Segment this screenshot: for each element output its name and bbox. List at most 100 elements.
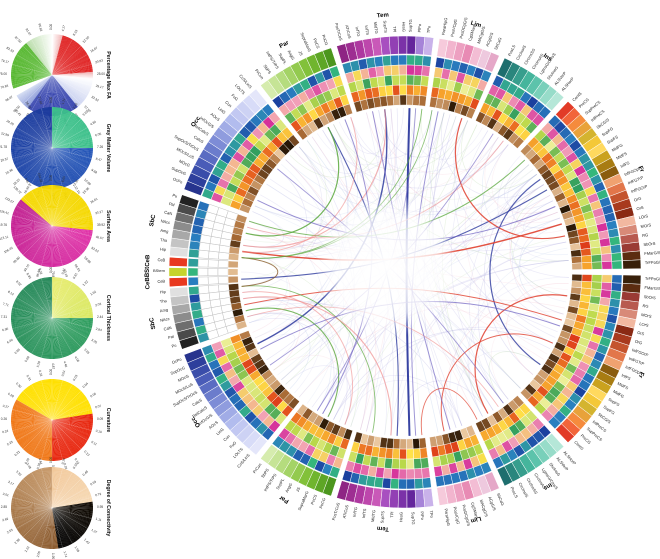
pie-wedge [25, 116, 52, 148]
pie-wedge [14, 301, 52, 318]
sector-label-sbc: SbC [149, 214, 157, 228]
pie-wedge [23, 195, 52, 226]
pie-wedge [15, 400, 52, 420]
pie-wedge [52, 199, 84, 226]
region-label: JS [295, 486, 302, 493]
pie-tick-label: 7.71 [2, 302, 9, 308]
pie-wedge [52, 148, 86, 174]
pie-wedge [24, 148, 52, 180]
pie-wedge [32, 281, 52, 318]
pie-wedge [11, 148, 53, 157]
pie-wedge [14, 226, 52, 243]
pie-wedge [52, 388, 80, 420]
pie-wedge [29, 191, 52, 226]
sector-label-fr: Fr [637, 165, 645, 174]
pie-wedge [19, 482, 53, 508]
pie-wedge [52, 318, 92, 331]
fiber-chord [509, 194, 564, 315]
region-label: MOcG [177, 373, 190, 383]
metric-cell-thickness [406, 458, 415, 470]
metric-cell-gmv [422, 477, 432, 489]
pie-tick-label: 33.33 [90, 95, 99, 103]
pie-wedge [52, 283, 75, 318]
pie-wedge [52, 420, 90, 437]
pie-tick-label: 3.48 [26, 462, 33, 470]
pie-wedge [52, 318, 68, 357]
pie-wedge [26, 420, 52, 454]
pie-fan-line [31, 282, 53, 319]
region-label: CaN [163, 325, 172, 332]
pie-wedge [52, 318, 84, 345]
pie-wedge [52, 226, 87, 249]
pie-wedge [18, 49, 52, 75]
pie-wedge [52, 120, 84, 148]
pie-fan-line [51, 225, 82, 256]
metric-cell-degree [571, 262, 583, 270]
pie-tick-label: 0.95 [97, 505, 103, 509]
pie-tick-label: 6.90 [2, 327, 9, 333]
sector-label-tem: Tem [377, 12, 389, 19]
pie-wedge [19, 122, 53, 148]
pie-wedge [52, 195, 81, 226]
pie-wedge [18, 75, 52, 100]
metric-cell-thickness [398, 458, 407, 470]
sector-label-bst: BSt [145, 267, 151, 277]
pie-wedge [20, 508, 52, 536]
pie-wedge [30, 420, 52, 456]
region-label: TPo [426, 25, 432, 34]
pie-wedge [26, 193, 52, 226]
pie-wedge [52, 311, 93, 318]
pie-wedge [11, 226, 52, 233]
region-label: MACgG/S [476, 25, 486, 44]
pie-tick-label: 99.80 [12, 256, 21, 265]
pie-wedge [13, 226, 52, 241]
sector-label-layer: BStCeBSbCOccParTemLimInsFrCeBSbCOccParTe… [145, 12, 645, 531]
pie-wedge [13, 212, 52, 226]
region-cell-PoCG [322, 475, 338, 497]
region-label: Amg [159, 307, 168, 313]
pie-wedge [52, 473, 76, 508]
pie-wedge [52, 420, 86, 446]
pie-wedge [18, 483, 52, 508]
pie-wedge [52, 148, 65, 188]
region-label: NAcc [160, 316, 170, 323]
pie-wedge [52, 194, 80, 226]
metric-cell-curvature [581, 274, 593, 282]
pie-tick-label: 3.63 [82, 110, 89, 117]
pie-wedge [52, 508, 90, 525]
pie-wedge [52, 285, 78, 318]
pie-wedge [52, 148, 79, 180]
pie-wedge [11, 420, 52, 427]
pie-fan-line [16, 205, 53, 227]
region-label: CaN [164, 209, 173, 216]
pie-fan-line [51, 127, 88, 149]
pie-wedge [52, 397, 87, 420]
pie-tick-label: 26.61 [89, 197, 98, 205]
pie-wedge [18, 395, 52, 420]
pie-wedge [52, 310, 93, 318]
pie-wedge [52, 318, 70, 356]
region-label: AngG [287, 49, 296, 60]
pie-fan-line [16, 399, 53, 421]
pie-wedge [52, 508, 77, 542]
pie-wedge [52, 395, 86, 420]
pie-wedge [43, 277, 52, 318]
pie-wedge [30, 148, 52, 184]
pie-wedge [52, 318, 64, 358]
pie-wedge [19, 200, 53, 226]
pie-fan-line [31, 317, 53, 354]
pie-wedge [46, 379, 52, 420]
pie-wedge [12, 508, 52, 521]
region-label: ParaHipG [444, 508, 452, 526]
region-label: PosLS [509, 486, 519, 499]
pie-wedge [16, 75, 52, 97]
metric-cell-gmv [187, 258, 199, 268]
region-label: LinG [215, 427, 225, 436]
pie-wedge [52, 132, 91, 148]
pie-wedge [52, 129, 90, 148]
pie-wedge [42, 107, 52, 148]
pie-wedge [52, 508, 65, 548]
pie-wedge [52, 508, 90, 526]
pie-wedge [52, 508, 61, 549]
pie-wedge [52, 148, 86, 173]
